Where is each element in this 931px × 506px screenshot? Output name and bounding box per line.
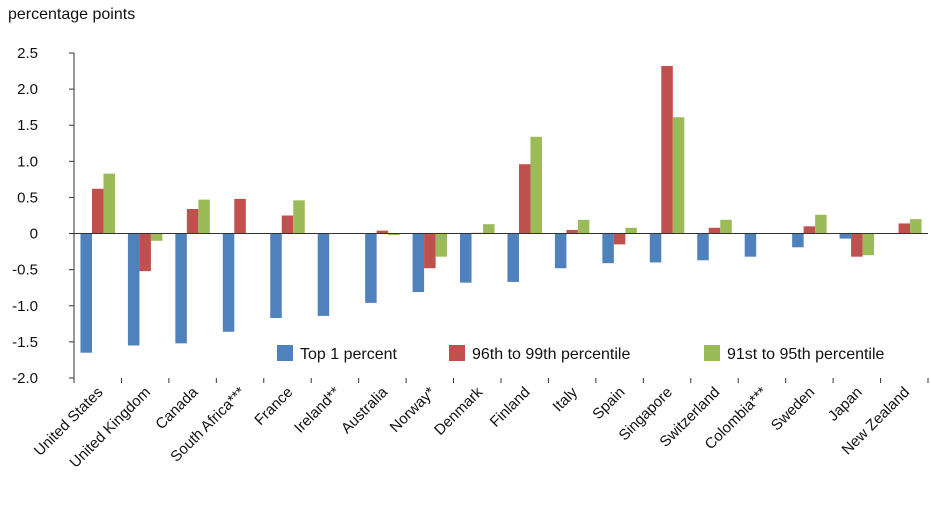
legend-swatch-3 [704,345,720,361]
x-category-label-10: Finland [487,384,534,431]
bar-3-8 [435,233,448,257]
bar-3-9 [483,224,495,234]
bar-1-1 [80,233,92,353]
bar-2-7 [376,230,389,234]
bar-2-4 [234,198,246,234]
bar-1-7 [365,233,377,303]
y-tick-label-2: 2.0 [17,81,38,98]
bar-3-14 [720,219,732,234]
bar-1-2 [127,233,140,346]
bar-3-13 [672,117,685,234]
bar-2-10 [518,164,531,234]
y-axis-unit-label: percentage points [8,6,136,23]
y-tick-label-4: 1.0 [17,153,38,170]
bar-1-10 [507,233,519,282]
bar-1-4 [222,233,235,332]
bar-2-18 [898,223,911,234]
bar-1-15 [744,233,757,257]
bar-3-12 [625,227,637,234]
bar-3-7 [388,233,400,235]
y-tick-label-6: 0 [30,226,38,243]
bars-layer [80,66,922,353]
legend: Top 1 percent 96th to 99th percentile 91st… [277,345,885,363]
bar-1-13 [649,233,662,263]
legend-label-2: 96th to 99th percentile [472,346,630,363]
bar-1-9 [460,233,472,283]
y-tick-label-8: -1.0 [12,298,38,315]
bar-3-18 [910,219,922,234]
bar-3-16 [815,214,827,234]
x-category-label-17: Japan [825,384,866,425]
bar-3-10 [530,136,542,234]
y-tick-label-7: -0.5 [12,262,38,279]
x-category-label-7: Australia [338,383,392,437]
bar-2-17 [851,233,863,257]
bar-2-2 [139,233,151,272]
bar-3-17 [862,233,875,256]
y-tick-label-9: -1.5 [12,334,38,351]
bar-2-5 [281,215,294,234]
legend-label-3: 91st to 95th percentile [727,346,885,363]
bar-1-11 [554,233,567,269]
bar-2-14 [708,227,721,234]
bar-2-1 [91,188,104,234]
bar-2-11 [566,229,578,234]
x-category-label-12: Spain [589,384,628,423]
x-category-label-6: Ireland** [291,384,344,437]
bar-3-2 [150,233,163,241]
bar-2-16 [803,226,816,234]
legend-swatch-2 [449,345,465,361]
y-tick-label-5: 0.5 [17,189,38,206]
bar-2-8 [424,233,436,269]
x-category-label-11: Italy [550,383,582,415]
bar-2-13 [661,66,673,234]
bar-3-11 [577,219,590,234]
bar-1-17 [839,233,852,239]
x-category-label-16: Sweden [768,384,818,434]
legend-label-1: Top 1 percent [300,346,398,363]
bar-3-3 [198,199,210,234]
bar-1-8 [412,233,425,293]
x-category-label-5: France [251,384,296,429]
bar-1-12 [602,233,614,264]
bar-2-12 [613,233,626,245]
x-category-label-2: United Kingdom [67,384,154,471]
bar-1-5 [270,233,282,319]
bar-1-3 [175,233,187,344]
y-tick-label-3: 1.5 [17,117,38,134]
bar-1-16 [792,233,804,248]
y-axis: 2.5 2.0 1.5 1.0 0.5 0 -0.5 -1.0 -1.5 -2.0 [12,45,75,387]
legend-swatch-1 [277,345,293,361]
x-category-label-9: Denmark [431,383,486,438]
bar-1-6 [317,233,330,316]
bar-3-1 [103,173,115,234]
bar-2-3 [186,209,199,234]
y-tick-label-10: -2.0 [12,370,38,387]
bar-1-14 [697,233,709,261]
y-tick-label-1: 2.5 [17,45,38,62]
bar-3-5 [293,200,305,234]
